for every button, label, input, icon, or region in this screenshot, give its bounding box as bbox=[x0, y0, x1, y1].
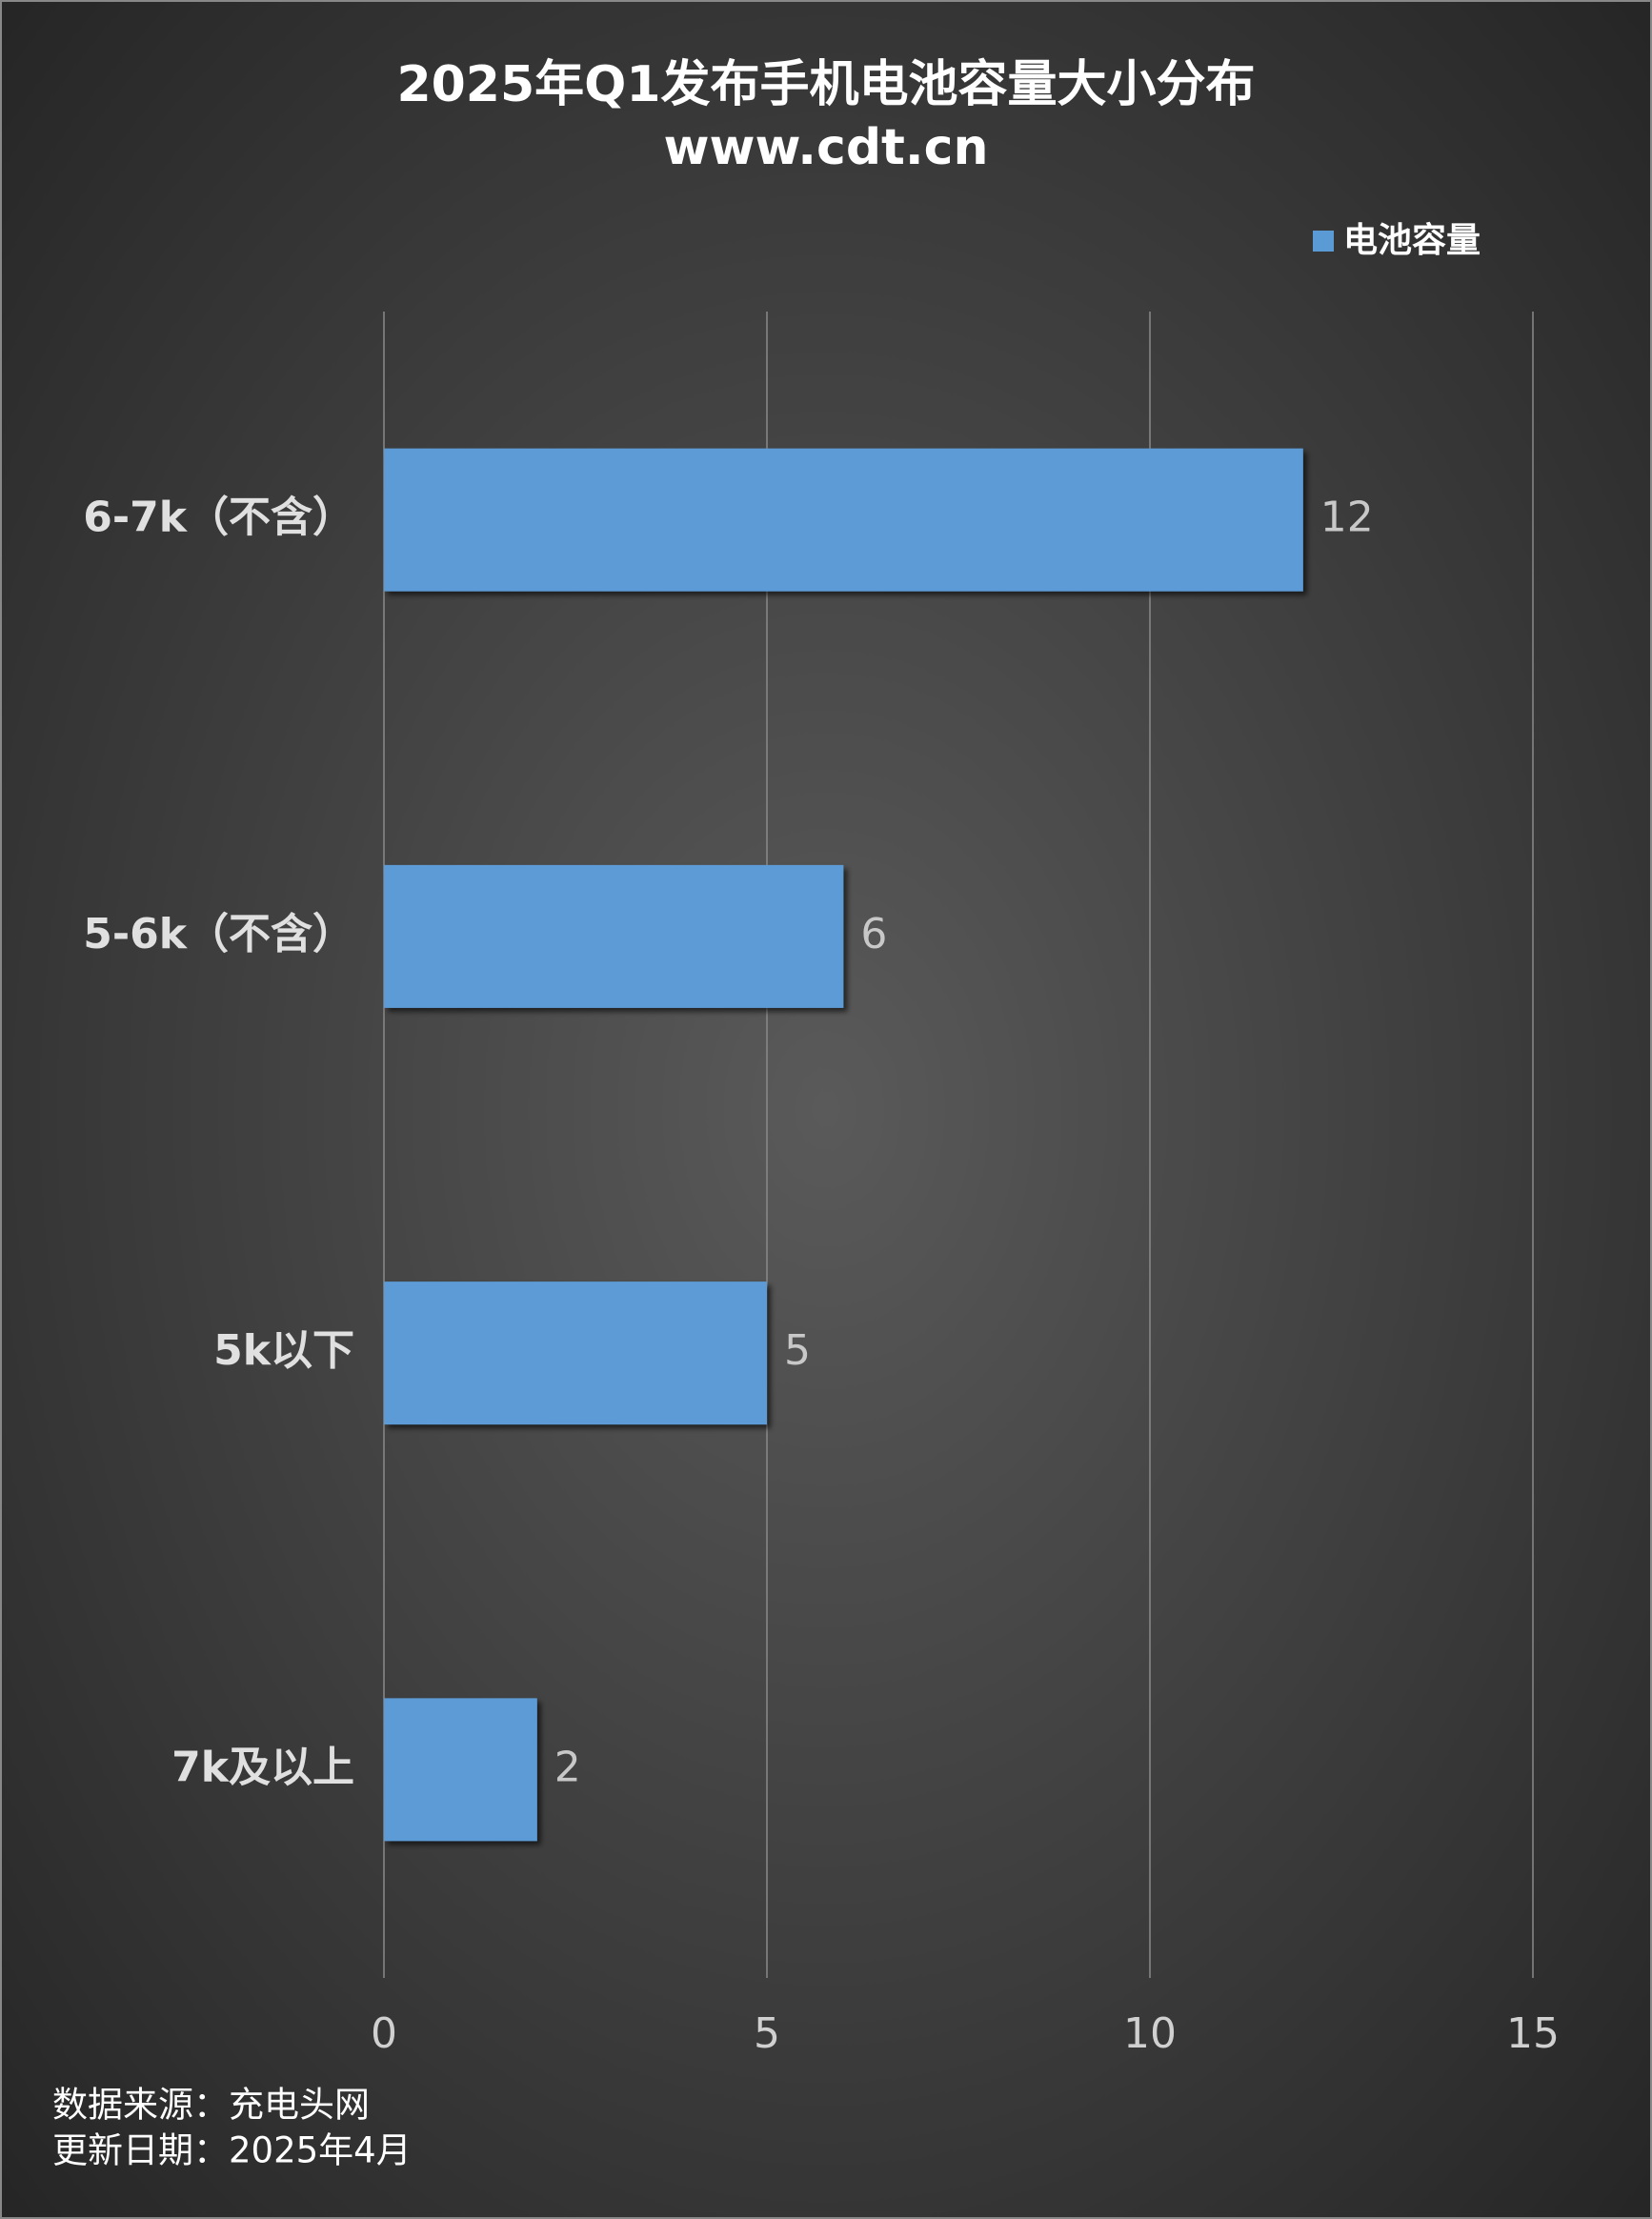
legend-label: 电池容量 bbox=[1343, 221, 1481, 260]
update-note: 更新日期：2025年4月 bbox=[52, 2130, 412, 2171]
bar bbox=[384, 1698, 537, 1842]
chart-title: 2025年Q1发布手机电池容量大小分布 bbox=[396, 56, 1255, 113]
value-label: 6 bbox=[860, 910, 887, 958]
y-tick-label: 6-7k（不含） bbox=[83, 494, 354, 542]
x-tick-label: 10 bbox=[1123, 2009, 1177, 2058]
x-tick-label: 5 bbox=[754, 2009, 780, 2058]
chart-subtitle: www.cdt.cn bbox=[663, 119, 988, 176]
source-note: 数据来源：充电头网 bbox=[52, 2085, 370, 2126]
x-tick-label: 0 bbox=[371, 2009, 397, 2058]
bar bbox=[384, 864, 844, 1008]
y-tick-label: 5-6k（不含） bbox=[83, 910, 354, 958]
legend-swatch bbox=[1313, 231, 1334, 252]
x-tick-label: 15 bbox=[1506, 2009, 1560, 2058]
y-tick-label: 5k以下 bbox=[213, 1326, 354, 1375]
bar bbox=[384, 1281, 767, 1425]
y-tick-label: 7k及以上 bbox=[171, 1743, 354, 1791]
value-label: 5 bbox=[784, 1326, 811, 1375]
bar bbox=[384, 448, 1303, 592]
value-label: 12 bbox=[1320, 494, 1374, 542]
value-label: 2 bbox=[554, 1743, 581, 1791]
